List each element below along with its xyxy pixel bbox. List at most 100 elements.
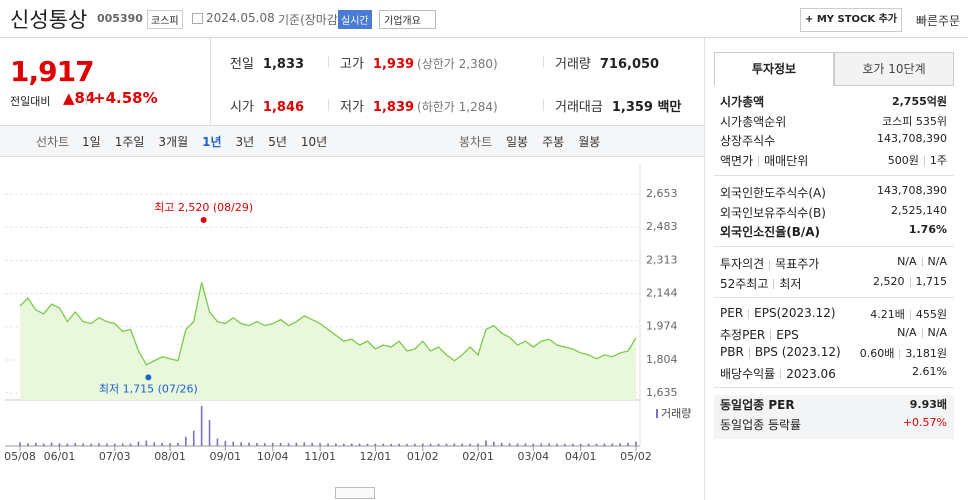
x-tick-label: 05/08 [4, 450, 36, 463]
price: 1,917 [10, 55, 95, 88]
period-tab[interactable]: 5년 [268, 135, 287, 149]
period-tab[interactable]: 3개월 [158, 135, 189, 149]
quick-order[interactable]: 빠른주문 [916, 14, 961, 28]
divider [714, 297, 954, 298]
volume-bar [548, 443, 550, 446]
side-label: 동일업종 등락률 [720, 416, 801, 433]
value-part: 2.61% [912, 364, 947, 378]
volume-bar [611, 443, 614, 446]
mystock-button[interactable]: + MY STOCK 추가 [800, 8, 902, 32]
label-part: EPS(2023.12) [754, 306, 836, 320]
company-info-button[interactable]: 기업개요 [379, 10, 436, 29]
candle-tab[interactable]: 주봉 [542, 135, 565, 149]
stock-name: 신성통상 [10, 8, 88, 32]
annotation-label: 최고 2,520 (08/29) [154, 201, 253, 214]
volume-bar [485, 440, 487, 446]
quote-label: 거래량 [555, 57, 591, 72]
volume-bar [556, 443, 558, 446]
realtime-badge[interactable]: 실시간 [338, 10, 372, 29]
label-part: 투자의견 [720, 257, 765, 271]
volume-bar [453, 443, 456, 446]
quote-cell: 거래량 716,050 [555, 53, 659, 72]
side-label: PBR BPS (2023.12) [720, 345, 841, 359]
period-tab[interactable]: 1주일 [114, 135, 145, 149]
calendar-icon [192, 13, 203, 24]
side-value: 9.93배 [910, 396, 947, 412]
period-tab[interactable]: 10년 [300, 135, 328, 149]
volume-legend: 거래량 [661, 407, 691, 420]
label-part: 2023.06 [786, 366, 836, 381]
label-part: 52주최고 [720, 276, 769, 291]
volume-bar [603, 443, 606, 446]
label-part: EPS [776, 327, 799, 342]
period-tab[interactable]: 1일 [82, 135, 101, 149]
label-part: BPS (2023.12) [754, 345, 841, 359]
period-tab[interactable]: 1년 [202, 135, 222, 149]
volume-legend-mark [656, 409, 658, 418]
volume-bar [271, 442, 274, 446]
separator [909, 310, 911, 320]
side-label: 추정PER EPS [720, 326, 799, 343]
sector-box [714, 395, 954, 439]
quote-label: 시가 [230, 100, 254, 115]
label-part: 외국인한도주식수(A) [720, 186, 826, 200]
volume-bar [248, 442, 250, 446]
value-part: 1,715 [915, 274, 948, 288]
quote-value: 1,839 [372, 100, 415, 115]
volume-bar [398, 443, 400, 446]
y-tick-label: 1,974 [646, 320, 678, 333]
side-value: 코스피 535위 [882, 113, 947, 129]
side-label: 상장주식수 [720, 132, 775, 149]
value-part: 143,708,390 [877, 132, 947, 145]
label-part: 상장주식수 [720, 134, 776, 148]
side-label: 시가총액순위 [720, 113, 786, 130]
quote-value: 1,939 [372, 57, 415, 72]
candle-tab[interactable]: 일봉 [506, 135, 529, 149]
label-part: 시가총액 [720, 95, 765, 109]
x-tick-label: 10/04 [257, 450, 289, 463]
x-tick-label: 01/02 [407, 450, 439, 463]
collapse-button[interactable] [335, 487, 375, 499]
tab-group-label: 봉차트 [459, 135, 493, 149]
divider [86, 93, 87, 105]
volume-bar [319, 443, 321, 446]
separator [769, 259, 771, 270]
separator [923, 155, 925, 166]
value-part: N/A [897, 255, 917, 268]
stock-code: 005390 [97, 12, 143, 25]
side-value: 500원 1주 [888, 152, 947, 168]
candle-tab[interactable]: 월봉 [578, 135, 601, 149]
separator [780, 369, 782, 379]
value-part: 1.76% [908, 223, 947, 236]
volume-bar [350, 443, 353, 446]
volume-bar [50, 442, 53, 446]
label-part: 외국인보유주식수(B) [720, 205, 826, 220]
y-tick-label: 2,313 [646, 253, 678, 266]
period-tab[interactable]: 3년 [235, 135, 255, 149]
x-tick-label: 04/01 [565, 450, 597, 463]
volume-bar [374, 443, 377, 446]
value-part: N/A [897, 325, 917, 339]
quote-cell: 시가 1,846 [230, 96, 304, 115]
market-badge: 코스피 [147, 10, 183, 29]
side-tab[interactable]: 호가 10단계 [834, 52, 954, 86]
quote-label: 고가 [340, 57, 364, 72]
side-tab[interactable]: 투자정보 [714, 52, 834, 86]
volume-bar [627, 442, 629, 446]
price-chart: 1,635 1,804 1,974 2,144 2,313 2,483 2,653 05/08… [4, 165, 691, 496]
value-part: 2,755억원 [891, 95, 947, 108]
value-part: +0.57% [902, 415, 947, 429]
separator [921, 257, 923, 267]
side-label: 외국인한도주식수(A) [720, 184, 826, 201]
quote-note: (상한가 2,380) [417, 57, 498, 71]
x-tick-label: 05/02 [620, 450, 652, 463]
separator [899, 349, 901, 359]
x-tick-label: 06/01 [44, 450, 76, 463]
side-label: 액면가 매매단위 [720, 152, 808, 169]
volume-bar [66, 443, 69, 446]
divider [210, 38, 211, 125]
volume-bar [508, 443, 511, 446]
volume-bar [461, 443, 464, 446]
divider [714, 387, 954, 388]
